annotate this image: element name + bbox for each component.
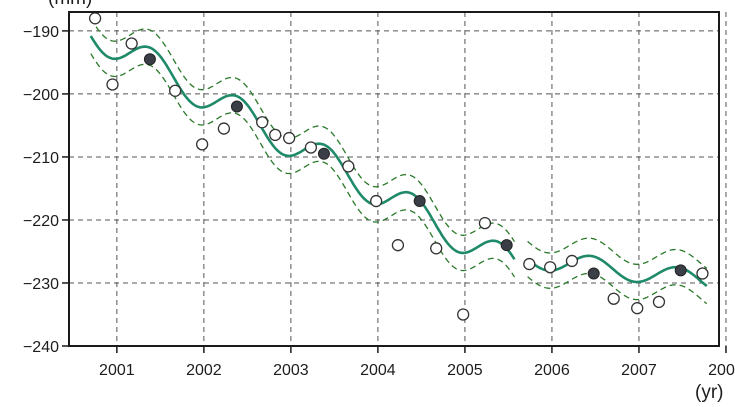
band-upper [527, 237, 708, 269]
open-point [523, 257, 536, 271]
data-points [88, 12, 709, 321]
filled-point [230, 100, 243, 113]
filled-point [317, 147, 330, 160]
open-point [195, 138, 209, 151]
open-point [217, 122, 231, 135]
filled-point [674, 264, 687, 277]
y-tick-label: −230 [23, 276, 59, 293]
x-tick-label: 2006 [534, 362, 570, 379]
open-point [282, 131, 296, 145]
open-point [478, 216, 492, 230]
open-point [88, 12, 102, 25]
filled-point [587, 267, 600, 280]
confidence-band [90, 17, 708, 305]
open-point [106, 78, 119, 91]
open-point [544, 261, 557, 274]
x-tick-label: 2007 [621, 362, 657, 379]
y-tick-label: −210 [23, 150, 59, 167]
open-point [256, 116, 269, 129]
y-axis: −190 −200 −210 −220 −230 −240 [23, 24, 69, 356]
open-point [696, 267, 709, 280]
y-tick-label: −200 [23, 87, 59, 104]
filled-point [413, 195, 426, 208]
open-point [607, 292, 620, 305]
open-point [125, 37, 138, 50]
open-point [631, 302, 644, 315]
x-tick-label: 2005 [447, 362, 483, 379]
open-point [457, 308, 470, 321]
x-tick-label: 2001 [99, 362, 135, 379]
x-unit-label: (yr) [695, 382, 723, 403]
band-lower [90, 53, 516, 278]
grid-lines [69, 12, 727, 346]
open-point [370, 194, 383, 208]
open-point [652, 295, 666, 309]
filled-point [500, 239, 513, 252]
y-unit-label: (mm) [48, 0, 92, 9]
open-point [342, 160, 355, 173]
band-lower [527, 272, 708, 305]
open-point [269, 128, 282, 142]
open-point [565, 254, 579, 268]
y-tick-label: −240 [23, 339, 59, 356]
x-tick-label: 2008 [708, 362, 735, 379]
x-tick-label: 2003 [273, 362, 309, 379]
x-axis: 2001 2002 2003 2004 2005 2006 2007 2008 [99, 346, 735, 379]
y-tick-label: −190 [23, 24, 59, 41]
filled-point [143, 53, 156, 66]
open-point [169, 84, 182, 97]
open-point [430, 242, 443, 255]
plot-frame [68, 11, 720, 347]
x-tick-label: 2002 [186, 362, 222, 379]
x-tick-label: 2004 [360, 362, 396, 379]
open-point [304, 141, 318, 154]
open-point [391, 239, 405, 252]
fit-line [89, 35, 516, 261]
y-tick-label: −220 [23, 213, 59, 230]
